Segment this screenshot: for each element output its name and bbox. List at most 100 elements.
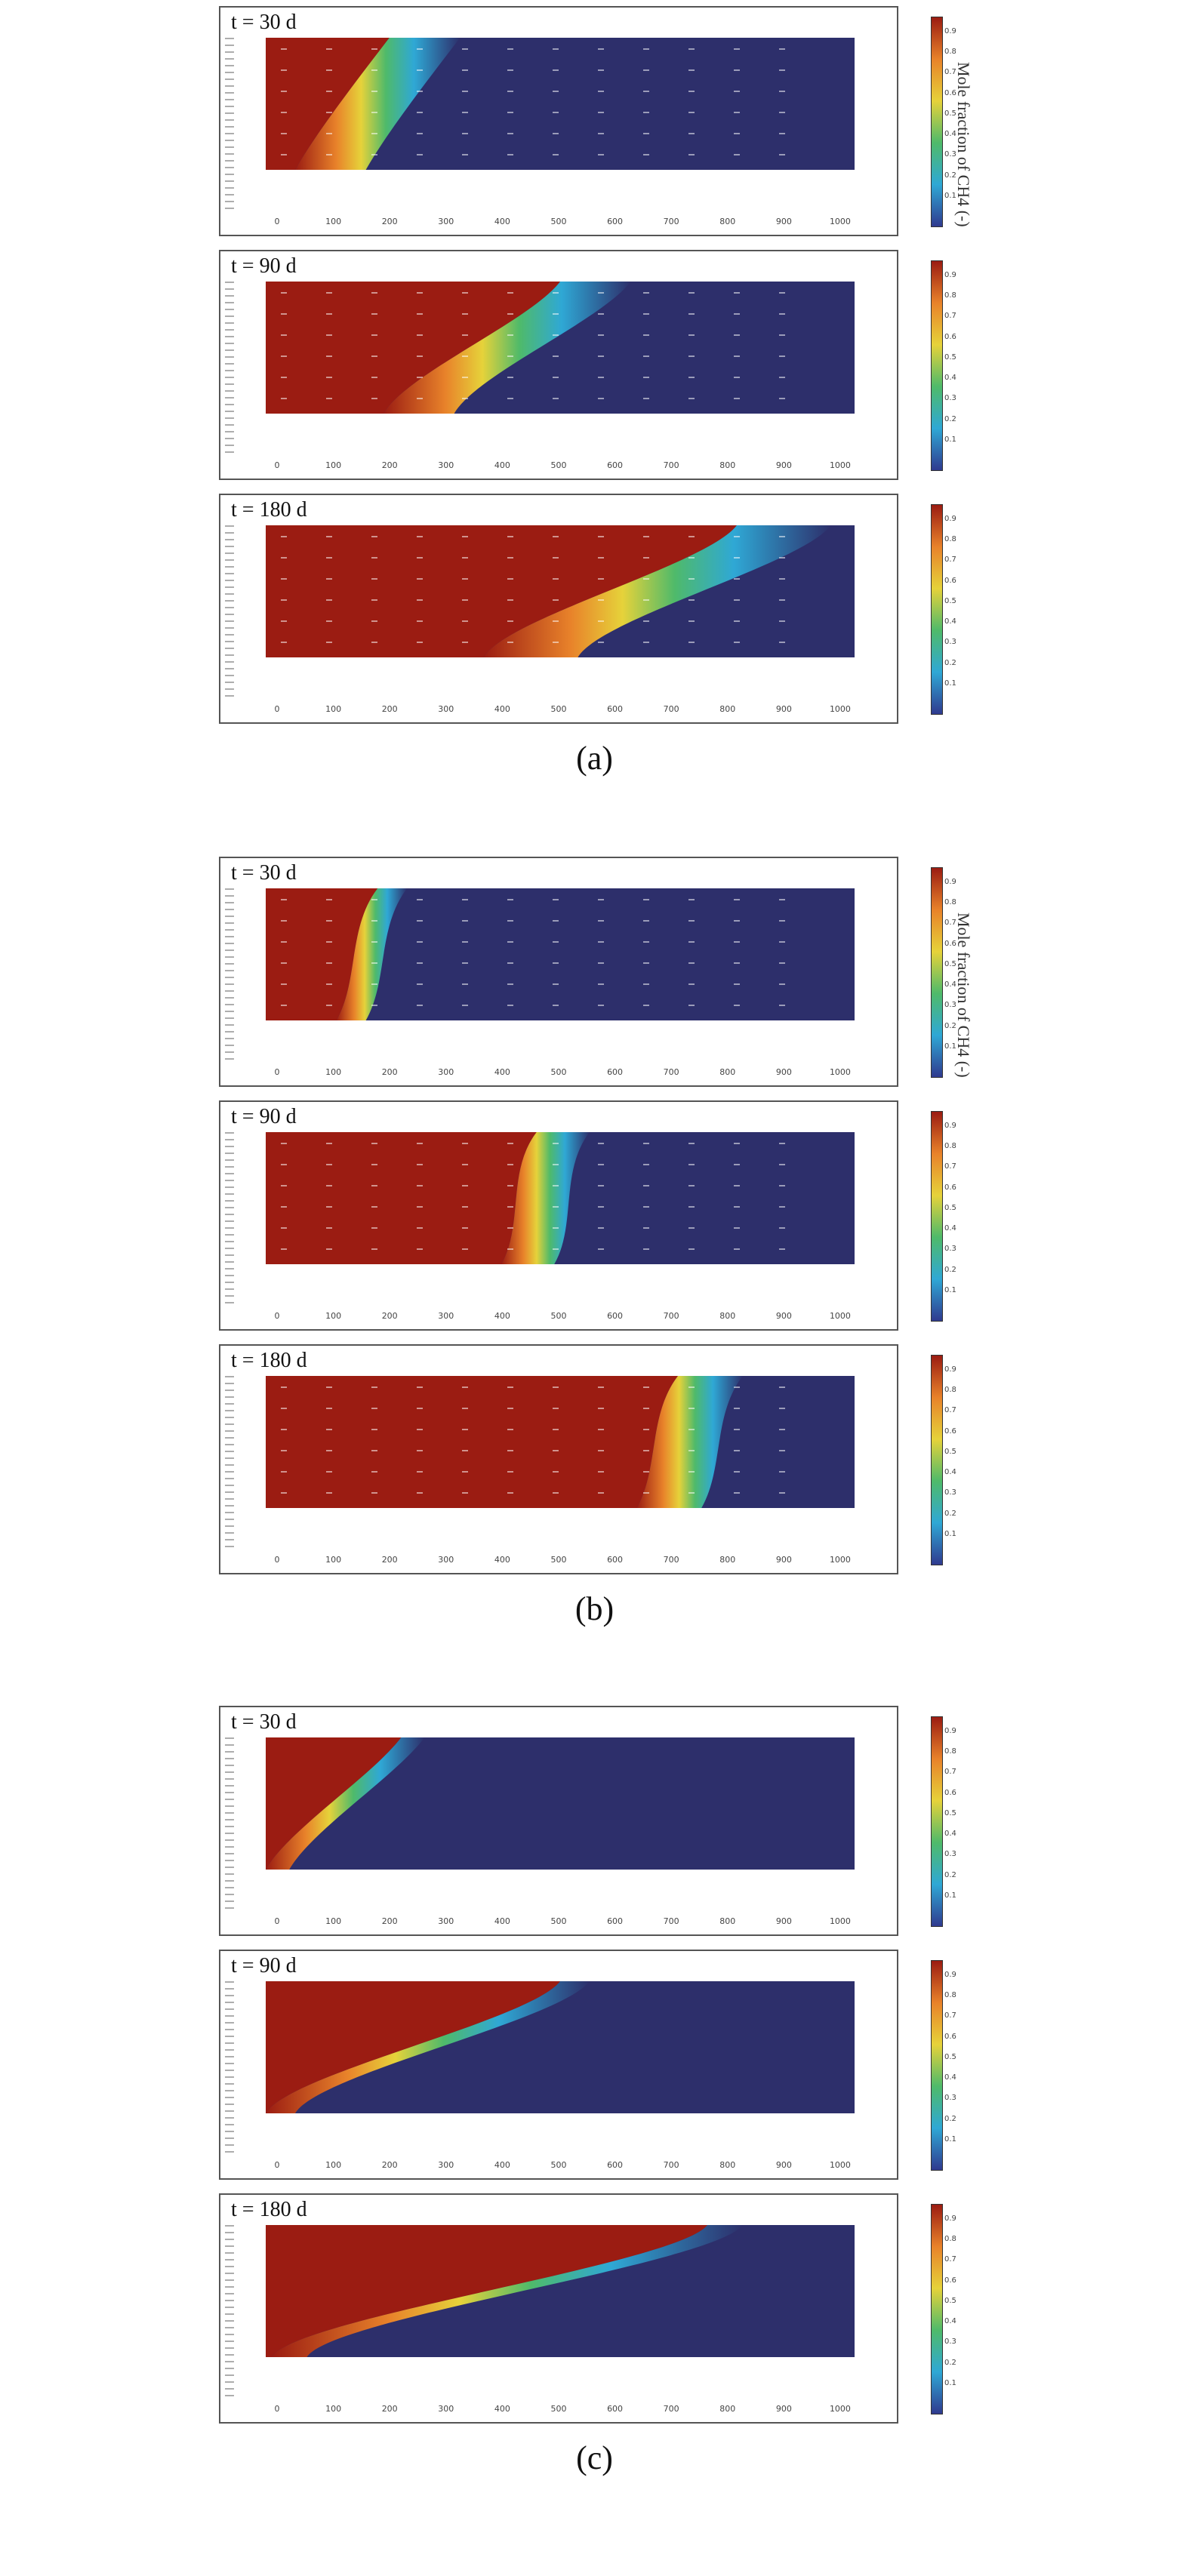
colorbar-tick-label: 0.7	[944, 312, 956, 321]
x-tick-label: 0	[274, 704, 280, 714]
x-tick-label: 600	[607, 2404, 624, 2414]
x-tick-label: 800	[719, 217, 736, 226]
x-tick-label: 200	[381, 2160, 398, 2170]
x-tick-label: 1000	[829, 2160, 851, 2170]
x-tick-label: 0	[274, 217, 280, 226]
colorbar-tick-label: 0.8	[944, 535, 956, 544]
subplot-1-2: t = 90 d 0 100 200 300 400 500 600 700 800 900 1000…	[219, 250, 956, 480]
x-tick-label: 500	[550, 1311, 567, 1321]
subplot-3-1: t = 30 d 0 100 200 300 400 500 600 700 800 900 1000…	[219, 1706, 956, 1936]
time-label: t = 30 d	[231, 1710, 297, 1734]
x-tick-label: 400	[494, 1916, 510, 1926]
x-tick-label: 500	[550, 460, 567, 470]
colorbar-gradient	[931, 867, 943, 1078]
x-tick-label: 1000	[829, 1311, 851, 1321]
x-tick-label: 600	[607, 2160, 624, 2170]
colorbar: 0.9 0.8 0.7 0.6 0.5 0.4 0.3 0.2 0.1	[931, 1716, 976, 1928]
colorbar-tick-label: 0.7	[944, 1406, 956, 1415]
x-tick-label: 500	[550, 1916, 567, 1926]
colorbar-tick-label: 0.5	[944, 109, 956, 118]
colorbar-tick-label: 0.2	[944, 1265, 956, 1274]
colorbar-tick-label: 0.5	[944, 959, 956, 968]
x-tick-label: 300	[438, 1311, 454, 1321]
x-tick-label: 700	[663, 460, 679, 470]
x-axis-ticks: 0 100 200 300 400 500 600 700 800 900 1000	[266, 1311, 852, 1323]
x-tick-label: 400	[494, 1555, 510, 1565]
colorbar-tick-label: 0.2	[944, 1021, 956, 1030]
subplot-2-2: t = 90 d 0 100 200 300 400 500 600 700 800 900 1000…	[219, 1100, 956, 1331]
y-axis-ticks	[225, 38, 234, 212]
x-tick-label: 300	[438, 460, 454, 470]
x-tick-label: 500	[550, 704, 567, 714]
time-label: t = 180 d	[231, 1349, 307, 1372]
colorbar-tick-label: 0.1	[944, 2134, 956, 2144]
colorbar-tick-label: 0.3	[944, 1850, 956, 1859]
colorbar-tick-label: 0.8	[944, 1991, 956, 2000]
saturated-zone	[266, 888, 378, 1020]
time-label: t = 90 d	[231, 254, 297, 278]
x-tick-label: 0	[274, 2404, 280, 2414]
colorbar-tick-label: 0.4	[944, 130, 956, 139]
x-tick-label: 900	[775, 1555, 792, 1565]
x-tick-label: 100	[325, 1067, 342, 1077]
colorbar-tick-label: 0.2	[944, 658, 956, 667]
concentration-field	[266, 1737, 855, 1870]
x-tick-label: 800	[719, 2404, 736, 2414]
x-axis-ticks: 0 100 200 300 400 500 600 700 800 900 1000	[266, 704, 852, 716]
colorbar-gradient	[931, 2204, 943, 2414]
transition-front	[336, 888, 408, 1020]
x-tick-label: 200	[381, 1555, 398, 1565]
x-tick-label: 600	[607, 217, 624, 226]
x-axis-ticks: 0 100 200 300 400 500 600 700 800 900 1000	[266, 2404, 852, 2416]
x-tick-label: 600	[607, 1555, 624, 1565]
x-tick-label: 1000	[829, 460, 851, 470]
colorbar: 0.9 0.8 0.7 0.6 0.5 0.4 0.3 0.2 0.1	[931, 1111, 976, 1323]
y-axis-ticks	[225, 1981, 234, 2156]
time-label: t = 180 d	[231, 498, 307, 522]
x-tick-label: 800	[719, 1555, 736, 1565]
x-axis-ticks: 0 100 200 300 400 500 600 700 800 900 1000	[266, 217, 852, 229]
colorbar-tick-label: 0.9	[944, 1727, 956, 1735]
x-tick-label: 0	[274, 2160, 280, 2170]
colorbar-tick-label: 0.2	[944, 1509, 956, 1518]
colorbar-gradient	[931, 504, 943, 715]
concentration-field	[266, 525, 855, 657]
x-tick-label: 100	[325, 460, 342, 470]
colorbar-tick-label: 0.5	[944, 1808, 956, 1817]
colorbar-tick-label: 0.9	[944, 515, 956, 523]
colorbar-tick-label: 0.8	[944, 898, 956, 907]
colorbar-tick-label: 0.3	[944, 638, 956, 647]
x-tick-label: 700	[663, 1916, 679, 1926]
x-tick-label: 900	[775, 217, 792, 226]
x-tick-label: 700	[663, 2404, 679, 2414]
time-label: t = 30 d	[231, 11, 297, 34]
saturated-zone	[266, 1132, 537, 1264]
colorbar-tick-label: 0.2	[944, 2358, 956, 2367]
colorbar-gradient	[931, 1716, 943, 1927]
saturated-zone	[266, 525, 737, 657]
x-tick-label: 200	[381, 2404, 398, 2414]
x-tick-label: 400	[494, 704, 510, 714]
saturated-zone	[266, 1376, 678, 1508]
colorbar-tick-label: 0.3	[944, 1001, 956, 1010]
colorbar-tick-label: 0.3	[944, 1245, 956, 1254]
concentration-field	[266, 2225, 855, 2357]
x-tick-label: 1000	[829, 2404, 851, 2414]
colorbar: 0.9 0.8 0.7 0.6 0.5 0.4 0.3 0.2 0.1	[931, 2204, 976, 2416]
x-tick-label: 700	[663, 1555, 679, 1565]
colorbar-tick-label: 0.9	[944, 2214, 956, 2223]
colorbar-tick-label: 0.1	[944, 1529, 956, 1538]
concentration-field	[266, 888, 855, 1020]
colorbar-tick-label: 0.6	[944, 2032, 956, 2041]
x-tick-label: 600	[607, 704, 624, 714]
x-tick-label: 200	[381, 460, 398, 470]
panel-caption: (a)	[576, 740, 613, 777]
colorbar-tick-label: 0.1	[944, 1042, 956, 1051]
colorbar-tick-label: 0.7	[944, 1162, 956, 1171]
x-tick-label: 100	[325, 704, 342, 714]
colorbar-tick-label: 0.3	[944, 394, 956, 403]
colorbar-tick-label: 0.8	[944, 48, 956, 57]
x-tick-label: 100	[325, 1555, 342, 1565]
y-axis-ticks	[225, 1376, 234, 1550]
y-axis-ticks	[225, 1132, 234, 1306]
